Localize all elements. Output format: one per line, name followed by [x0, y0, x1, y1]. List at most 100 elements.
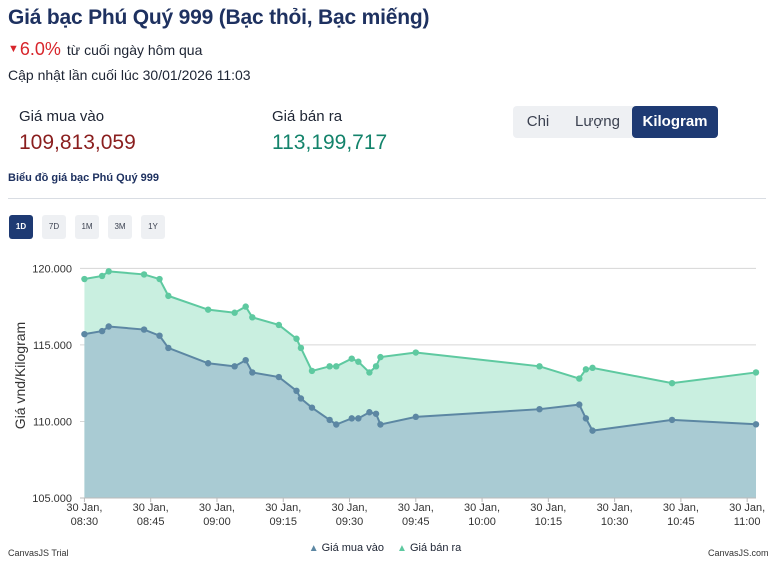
sell-point — [297, 344, 305, 352]
sell-point — [536, 363, 543, 370]
sell-price-value: 113,199,717 — [272, 131, 388, 154]
price-chart[interactable]: 105.000 110.000 115.000 120.000 30 Jan, 08:30… — [0, 245, 770, 540]
buy-point — [366, 409, 373, 416]
buy-point — [293, 387, 300, 395]
sell-point — [165, 292, 172, 300]
watermark-right: CanvasJS.com — [708, 548, 769, 558]
last-updated: Cập nhật lần cuối lúc 30/01/2026 11:03 — [8, 67, 251, 83]
legend-item-buy[interactable]: ▲ Giá mua vào — [309, 542, 384, 554]
change-note: từ cuối ngày hôm qua — [66, 42, 203, 58]
legend-label-buy: Giá mua vào — [321, 542, 384, 554]
sell-point — [412, 349, 419, 356]
x-tick-label: 30 Jan, 10:45 — [663, 502, 699, 528]
divider — [8, 198, 766, 199]
sell-point — [355, 358, 362, 365]
range-tab-1m[interactable]: 1M — [75, 215, 99, 239]
buy-point — [105, 323, 112, 330]
buy-line — [84, 325, 757, 432]
legend-item-sell[interactable]: ▲ Giá bán ra — [397, 542, 461, 554]
unit-tab-kilogram[interactable]: Kilogram — [632, 106, 718, 138]
page-title: Giá bạc Phú Quý 999 (Bạc thỏi, Bạc miếng… — [8, 6, 430, 29]
buy-point — [377, 421, 384, 428]
y-tick-label: 110.000 — [33, 416, 72, 428]
buy-point — [140, 326, 148, 333]
sell-point — [105, 268, 112, 275]
y-tick-label: 105.000 — [32, 493, 72, 505]
unit-tab-chi[interactable]: Chi — [526, 113, 550, 130]
buy-point — [308, 404, 316, 411]
buy-point — [231, 363, 238, 370]
change-percent-value: 6.0% — [19, 39, 61, 59]
y-tick-label: 115.000 — [33, 340, 72, 352]
buy-point — [326, 416, 333, 424]
x-tick-label: 30 Jan, 10:15 — [530, 502, 566, 528]
buy-point — [668, 416, 676, 424]
legend-label-sell: Giá bán ra — [409, 542, 462, 554]
x-tick-label: 30 Jan, 08:45 — [133, 502, 169, 528]
chart-caption: Biểu đồ giá bạc Phú Quý 999 — [8, 172, 159, 184]
chart-legend: ▲ Giá mua vào ▲ Giá bán ra — [0, 542, 770, 554]
range-tab-3m[interactable]: 3M — [108, 215, 132, 239]
change-row: ▼6.0% từ cuối ngày hôm qua — [8, 39, 202, 60]
buy-point — [372, 410, 380, 417]
buy-point — [333, 421, 340, 428]
buy-point — [536, 405, 543, 413]
x-tick-label: 30 Jan, 09:45 — [398, 502, 434, 528]
range-tab-1y[interactable]: 1Y — [141, 215, 165, 239]
sell-point — [231, 309, 238, 316]
sell-point — [156, 275, 163, 283]
buy-point — [165, 344, 172, 352]
sell-point — [668, 379, 676, 387]
sell-point — [582, 366, 590, 373]
x-tick-label: 30 Jan, 09:15 — [265, 502, 301, 528]
buy-point — [156, 332, 163, 339]
legend-triangle-icon: ▲ — [308, 543, 319, 554]
y-axis-title: Giá vnd/Kilogram — [12, 322, 28, 429]
buy-point — [589, 427, 596, 434]
sell-point — [576, 375, 583, 382]
buy-point — [242, 356, 249, 364]
buy-point — [98, 327, 106, 335]
x-tick-label: 30 Jan, 09:00 — [199, 502, 235, 528]
sell-point — [348, 355, 355, 362]
sell-point — [366, 369, 373, 376]
sell-point — [589, 364, 596, 372]
range-tabs: 1D 7D 1M 3M 1Y — [9, 215, 165, 239]
x-tick-label: 30 Jan, 09:30 — [331, 502, 367, 528]
sell-point — [293, 335, 300, 342]
buy-point — [275, 373, 283, 381]
buy-point — [204, 360, 212, 367]
buy-price-label: Giá mua vào — [19, 108, 105, 125]
buy-point — [348, 415, 355, 422]
sell-point — [98, 272, 106, 280]
sell-point — [326, 363, 333, 370]
watermark-left: CanvasJS Trial — [8, 548, 69, 558]
range-tab-1d[interactable]: 1D — [9, 215, 33, 239]
range-tab-7d[interactable]: 7D — [42, 215, 66, 239]
buy-point — [297, 395, 305, 402]
change-percent: ▼6.0% — [8, 39, 61, 60]
buy-price-value: 109,813,059 — [19, 131, 136, 154]
buy-point — [412, 413, 419, 421]
legend-triangle-icon: ▲ — [397, 543, 407, 554]
x-tick-label: 30 Jan, 10:00 — [464, 502, 500, 528]
sell-point — [372, 363, 380, 370]
buy-point — [81, 330, 88, 338]
buy-point — [582, 415, 590, 422]
buy-point — [249, 369, 256, 376]
sell-point — [752, 369, 760, 376]
y-tick-label: 120.000 — [32, 263, 72, 275]
down-triangle-icon: ▼ — [8, 43, 19, 55]
unit-tab-luong[interactable]: Lượng — [575, 113, 620, 130]
buy-point — [576, 401, 583, 408]
buy-point — [355, 415, 362, 422]
sell-line — [84, 270, 757, 385]
x-tick-label: 30 Jan, 08:30 — [66, 502, 102, 528]
buy-area — [84, 326, 756, 498]
unit-tabs: Chi Lượng Kilogram — [513, 106, 718, 138]
sell-point — [140, 271, 148, 278]
sell-point — [333, 363, 340, 370]
sell-point — [308, 367, 316, 375]
sell-point — [81, 275, 88, 283]
sell-point — [204, 306, 212, 313]
